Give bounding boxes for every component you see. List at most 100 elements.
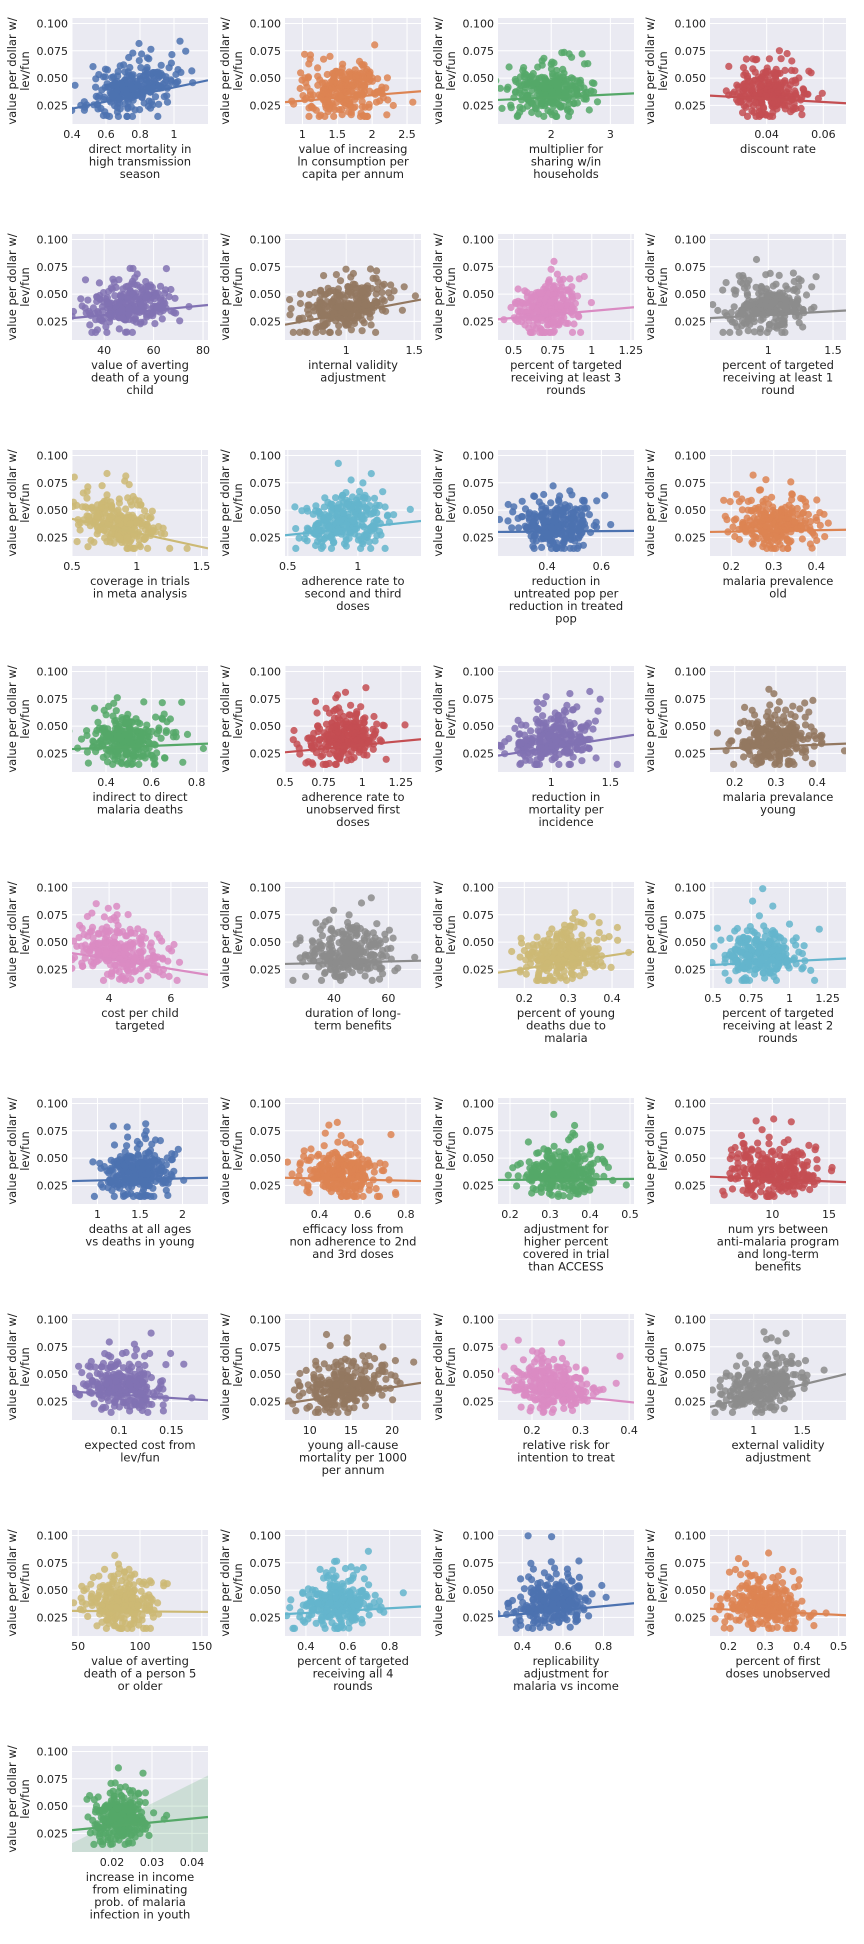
y-tick-label: 0.050: [250, 504, 282, 517]
data-point: [149, 527, 157, 535]
data-point: [771, 753, 779, 761]
data-point: [540, 490, 548, 499]
data-point: [575, 275, 583, 283]
data-point: [742, 69, 750, 77]
data-point: [782, 305, 790, 314]
x-axis-label: indirect to direct malaria deaths: [92, 790, 188, 817]
data-point: [305, 112, 313, 120]
data-point: [111, 292, 119, 300]
data-point: [318, 949, 326, 957]
data-point: [743, 283, 751, 291]
data-point: [347, 326, 355, 334]
data-point: [370, 494, 379, 502]
data-point: [523, 743, 531, 751]
data-point: [171, 79, 179, 87]
data-point: [331, 106, 339, 114]
data-point: [103, 491, 111, 499]
data-point: [363, 504, 371, 513]
data-point: [748, 298, 756, 306]
data-point: [94, 718, 102, 726]
data-point: [562, 708, 570, 716]
data-point: [586, 687, 594, 696]
x-tick-label: 1.5: [193, 560, 211, 573]
data-point: [381, 936, 390, 944]
data-point: [567, 737, 576, 745]
data-point: [94, 512, 102, 520]
data-point: [547, 715, 555, 723]
data-point: [114, 749, 122, 758]
data-point: [72, 81, 79, 89]
data-point: [514, 285, 522, 293]
data-point: [331, 951, 339, 959]
data-point: [754, 718, 762, 726]
data-point: [127, 103, 135, 111]
data-point: [750, 729, 759, 737]
data-point: [797, 104, 805, 112]
data-point: [373, 920, 381, 928]
data-point: [745, 100, 753, 108]
data-point: [112, 283, 120, 291]
data-point: [104, 83, 112, 91]
data-point: [322, 88, 330, 97]
data-point: [158, 714, 166, 722]
trend-line: [72, 742, 208, 751]
y-axis-label: value per dollar w/lev/fun: [5, 665, 32, 772]
data-point: [115, 298, 123, 306]
data-point: [752, 283, 760, 291]
data-point: [821, 533, 829, 541]
data-point: [803, 90, 811, 98]
data-point: [156, 282, 165, 290]
data-point: [793, 504, 801, 513]
data-point: [795, 319, 803, 327]
data-point: [303, 504, 311, 512]
data-point: [529, 734, 538, 742]
data-point: [714, 306, 722, 315]
data-point: [320, 272, 328, 280]
data-point: [347, 701, 355, 709]
data-point: [103, 66, 111, 74]
x-tick-label: 1.5: [824, 344, 842, 357]
data-point: [93, 297, 101, 306]
data-point: [763, 522, 771, 530]
data-point: [315, 943, 323, 951]
data-point: [735, 328, 743, 336]
x-tick-label: 1: [765, 344, 772, 357]
data-point: [99, 733, 108, 741]
x-axis-label: reduction in mortality per incidence: [529, 790, 604, 829]
data-point: [565, 112, 573, 120]
y-axis-label: value per dollar w/lev/fun: [218, 17, 245, 124]
data-point: [607, 521, 615, 529]
data-point: [135, 39, 143, 48]
data-point: [347, 476, 355, 484]
data-point: [323, 70, 331, 79]
data-point: [518, 513, 526, 521]
data-point: [560, 48, 568, 57]
data-point: [361, 491, 369, 499]
data-point: [791, 728, 799, 736]
trend-line: [498, 733, 634, 757]
data-point: [505, 63, 513, 71]
data-point: [779, 544, 787, 553]
data-point: [344, 738, 352, 746]
data-point: [373, 720, 381, 728]
data-point: [292, 525, 300, 533]
data-point: [387, 281, 395, 289]
data-point: [537, 751, 545, 759]
data-point: [805, 67, 813, 75]
data-point: [135, 760, 143, 769]
data-point: [590, 521, 598, 530]
data-point: [127, 83, 135, 91]
data-point: [329, 86, 337, 94]
data-point: [158, 937, 166, 945]
data-point: [596, 695, 604, 703]
data-point: [146, 943, 154, 951]
y-tick-label: 0.100: [675, 449, 707, 462]
x-tick-label: 3: [607, 128, 614, 141]
data-point: [550, 317, 558, 325]
data-point: [100, 913, 108, 921]
data-point: [357, 544, 365, 553]
data-point: [763, 328, 771, 336]
data-point: [739, 109, 747, 117]
